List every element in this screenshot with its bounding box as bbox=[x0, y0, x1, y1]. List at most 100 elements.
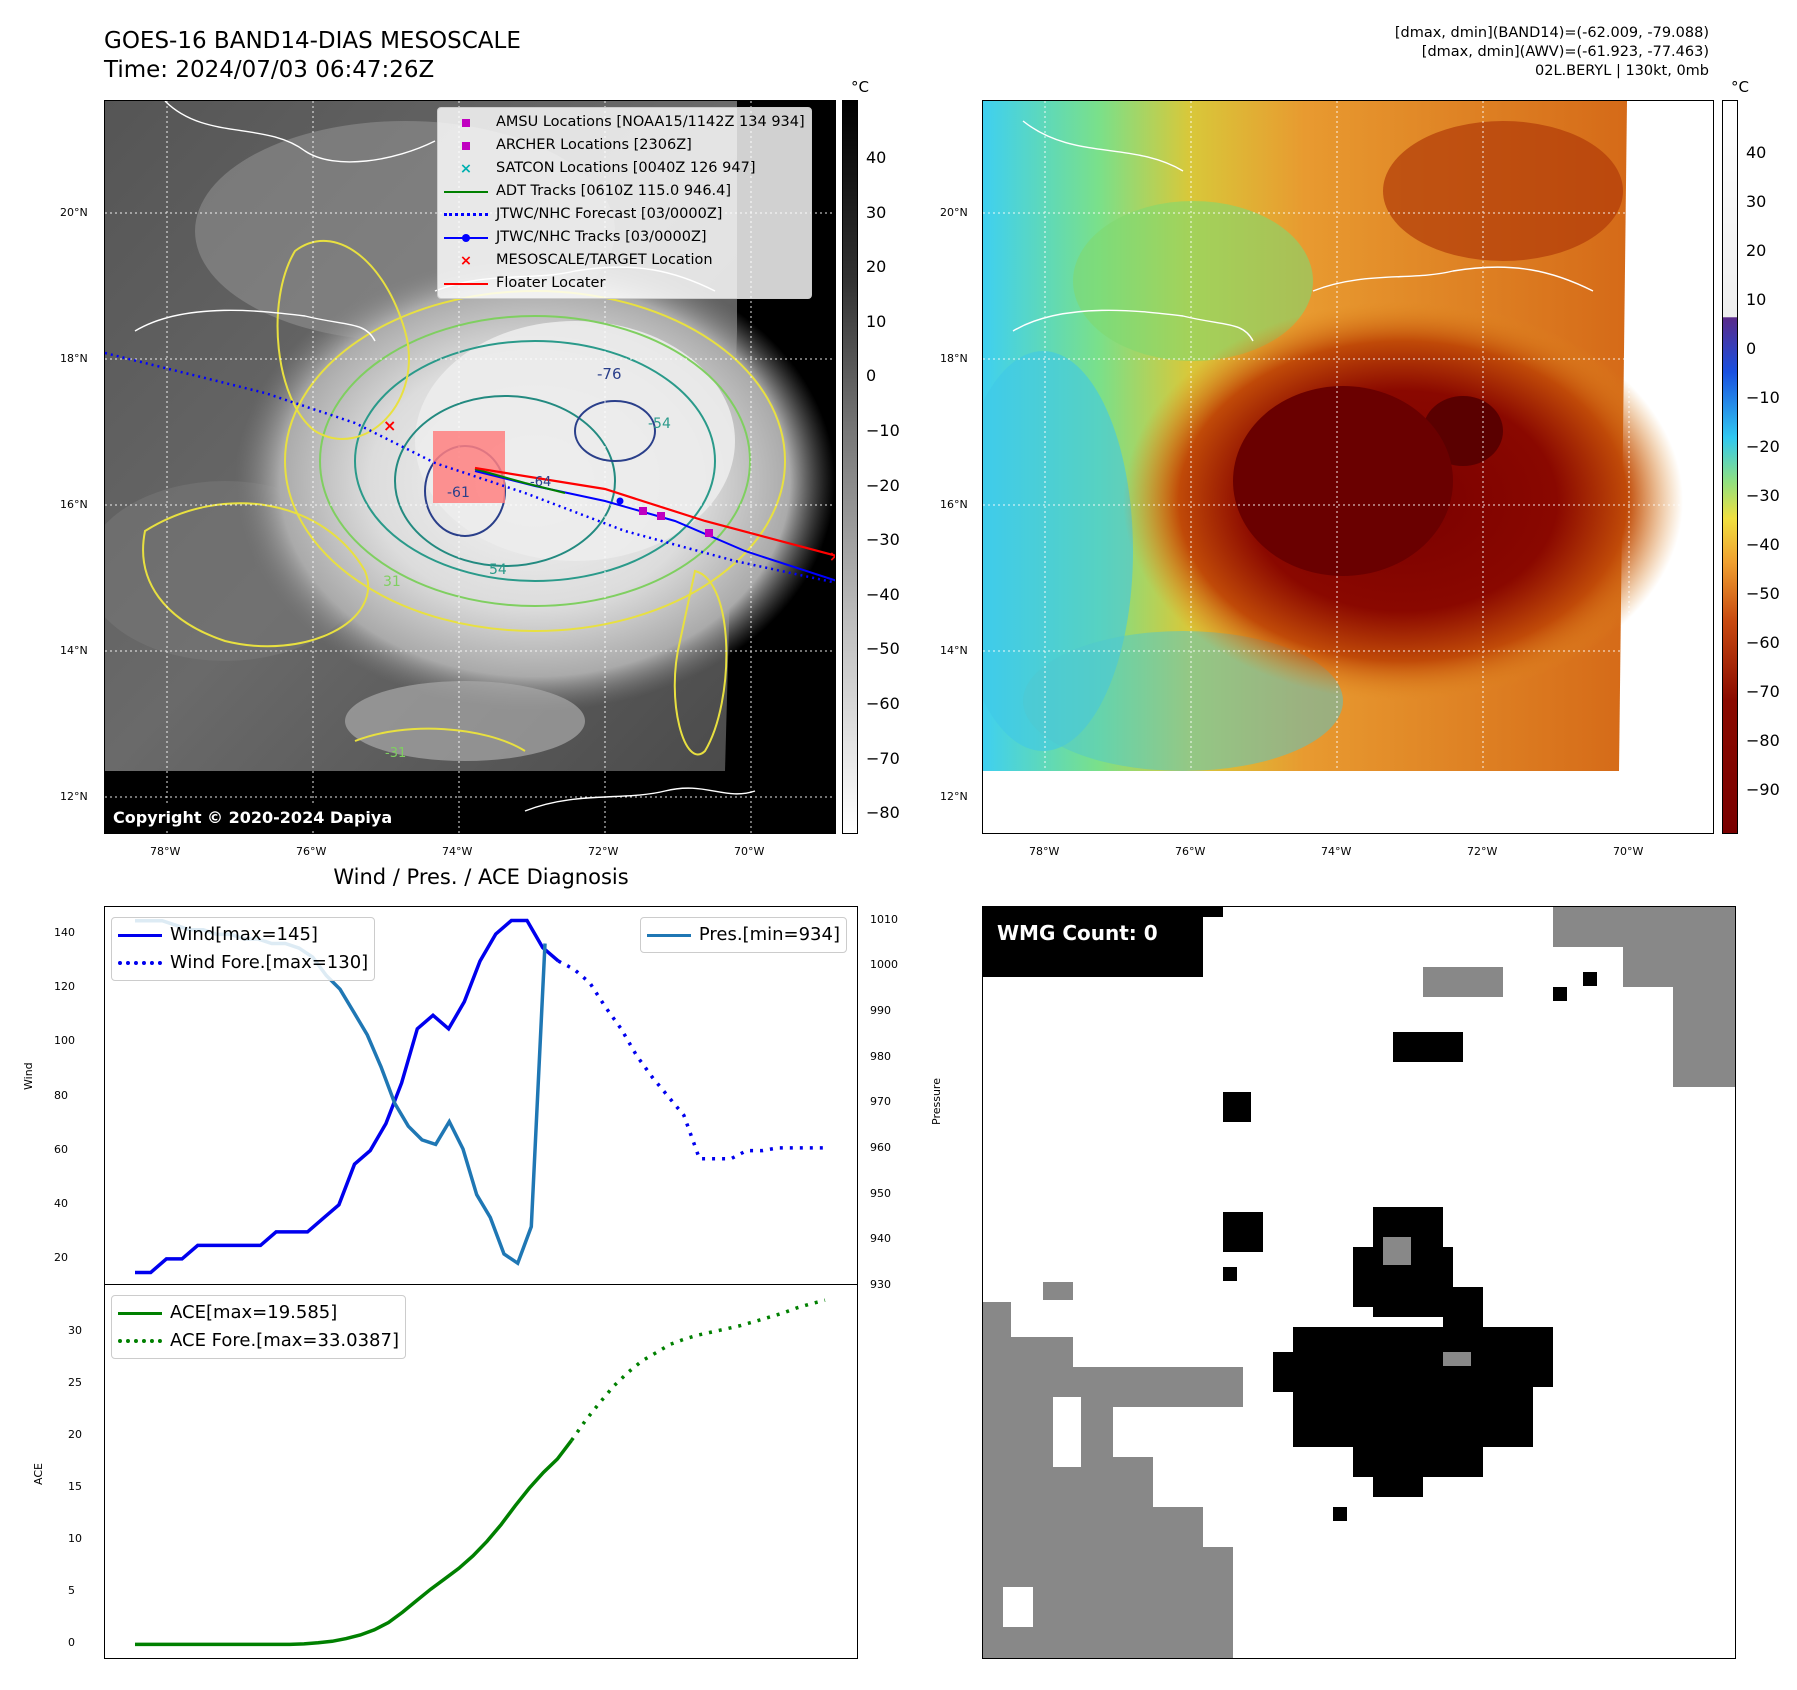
tick-label: 140 bbox=[54, 926, 75, 939]
contour-label: -61 bbox=[447, 485, 470, 501]
tick-label: 20 bbox=[68, 1428, 82, 1441]
wmg-panel: WMG Count: 0 bbox=[982, 906, 1736, 1659]
lon-label: 72°W bbox=[1467, 845, 1498, 858]
tick-label: 20 bbox=[1746, 241, 1767, 260]
tick-label: 120 bbox=[54, 980, 75, 993]
legend-item-archer: ARCHER Locations [2306Z] bbox=[444, 134, 805, 157]
tick-label: 40 bbox=[866, 148, 887, 167]
line-dot-icon bbox=[444, 231, 488, 245]
lat-label: 20°N bbox=[60, 206, 88, 219]
tick-label: −70 bbox=[1746, 682, 1780, 701]
tick-label: 10 bbox=[866, 311, 887, 331]
dotted-line-icon bbox=[118, 956, 162, 970]
legend-item-wind: Wind[max=145] bbox=[118, 921, 368, 949]
tick-label: 40 bbox=[1746, 143, 1767, 162]
tick-label: −30 bbox=[866, 530, 900, 550]
ir-map-panel: × × -76 -54 -61 54 31 -31 -64 AMSU Locat… bbox=[104, 100, 836, 834]
lon-label: 76°W bbox=[1175, 845, 1206, 858]
tick-label: 0 bbox=[68, 1636, 75, 1649]
tick-label: 1000 bbox=[870, 958, 898, 971]
lat-label: 14°N bbox=[60, 644, 88, 657]
tick-label: 10 bbox=[68, 1532, 82, 1545]
tick-label: −20 bbox=[1746, 437, 1780, 456]
copyright-label: Copyright © 2020-2024 Dapiya bbox=[107, 806, 399, 829]
lat-label: 16°N bbox=[60, 498, 88, 511]
tick-label: −90 bbox=[1746, 780, 1780, 799]
lon-label: 78°W bbox=[1029, 845, 1060, 858]
wind-axis-label: Wind bbox=[22, 1062, 35, 1090]
tick-label: 100 bbox=[54, 1034, 75, 1047]
lon-label: 70°W bbox=[1613, 845, 1644, 858]
tick-label: −60 bbox=[1746, 633, 1780, 652]
wmg-mask bbox=[983, 907, 1735, 1658]
ace-forecast-series-line bbox=[570, 1298, 826, 1442]
tick-label: 30 bbox=[1746, 192, 1767, 211]
legend-item-ace-forecast: ACE Fore.[max=33.0387] bbox=[118, 1327, 399, 1355]
lon-label: 74°W bbox=[1321, 845, 1352, 858]
line-marker-icon bbox=[646, 928, 691, 942]
tick-label: 20 bbox=[866, 257, 887, 277]
line-marker-icon bbox=[444, 185, 488, 199]
square-marker-icon bbox=[444, 116, 488, 130]
chart-time: Time: 2024/07/03 06:47:26Z bbox=[104, 57, 435, 83]
wmg-count-label: WMG Count: 0 bbox=[987, 917, 1168, 949]
tick-label: 25 bbox=[68, 1376, 82, 1389]
contour-label: -76 bbox=[597, 365, 622, 383]
diagnosis-title: Wind / Pres. / ACE Diagnosis bbox=[333, 865, 629, 889]
tick-label: −20 bbox=[866, 475, 900, 495]
contour-label: 54 bbox=[489, 562, 507, 578]
line-marker-icon bbox=[444, 277, 488, 291]
x-marker-icon: × bbox=[459, 252, 473, 269]
contour-label: 31 bbox=[383, 574, 401, 590]
tick-label: −40 bbox=[1746, 535, 1780, 554]
legend-item-pressure: Pres.[min=934] bbox=[646, 921, 840, 949]
tick-label: −10 bbox=[866, 421, 900, 440]
wind-pressure-panel: Wind[max=145] Wind Fore.[max=130] Pres.[… bbox=[104, 906, 858, 1285]
left-colorbar-unit: °C bbox=[851, 78, 869, 96]
tick-label: 0 bbox=[1746, 339, 1757, 358]
lat-label: 14°N bbox=[940, 644, 968, 657]
tick-label: 5 bbox=[68, 1584, 75, 1597]
lon-label: 74°W bbox=[442, 845, 473, 858]
map-legend: AMSU Locations [NOAA15/1142Z 134 934] AR… bbox=[437, 107, 812, 299]
wind-forecast-series-line bbox=[557, 959, 825, 1161]
awv-map-panel bbox=[982, 100, 1714, 834]
dotted-line-icon bbox=[444, 208, 488, 222]
tick-label: −40 bbox=[866, 584, 900, 604]
awv-map-imagery bbox=[983, 101, 1713, 833]
contour-label: -64 bbox=[530, 475, 551, 490]
legend-item-ace: ACE[max=19.585] bbox=[118, 1299, 399, 1327]
line-marker-icon bbox=[118, 1306, 162, 1320]
tick-label: 40 bbox=[54, 1197, 68, 1210]
tick-label: 930 bbox=[870, 1278, 891, 1291]
tick-label: 1010 bbox=[870, 913, 898, 926]
ace-panel: ACE[max=19.585] ACE Fore.[max=33.0387] bbox=[104, 1284, 858, 1659]
legend-item-adt: ADT Tracks [0610Z 115.0 946.4] bbox=[444, 180, 805, 203]
mesoscale-box bbox=[433, 431, 505, 503]
pressure-axis-label: Pressure bbox=[930, 1078, 943, 1125]
lon-label: 72°W bbox=[588, 845, 619, 858]
square-marker-icon bbox=[444, 139, 488, 153]
tick-label: 990 bbox=[870, 1004, 891, 1017]
ace-legend: ACE[max=19.585] ACE Fore.[max=33.0387] bbox=[111, 1295, 406, 1359]
tick-label: 80 bbox=[54, 1089, 68, 1102]
tick-label: 980 bbox=[870, 1050, 891, 1063]
right-colorbar bbox=[1722, 100, 1738, 834]
wind-legend: Wind[max=145] Wind Fore.[max=130] bbox=[111, 917, 376, 981]
tick-label: 940 bbox=[870, 1232, 891, 1245]
svg-text:×: × bbox=[829, 549, 836, 565]
tick-label: −10 bbox=[1746, 388, 1780, 407]
dotted-line-icon bbox=[118, 1334, 162, 1348]
left-colorbar bbox=[842, 100, 858, 834]
tick-label: 30 bbox=[68, 1324, 82, 1337]
info-line-1: [dmax, dmin](BAND14)=(-62.009, -79.088) bbox=[1394, 25, 1709, 41]
lat-label: 16°N bbox=[940, 498, 968, 511]
info-line-3: 02L.BERYL | 130kt, 0mb bbox=[1535, 63, 1709, 79]
legend-item-wind-forecast: Wind Fore.[max=130] bbox=[118, 949, 368, 977]
contour-label: -54 bbox=[648, 416, 671, 432]
legend-item-satcon: × SATCON Locations [0040Z 126 947] bbox=[444, 157, 805, 180]
right-colorbar-unit: °C bbox=[1731, 78, 1749, 96]
pressure-legend: Pres.[min=934] bbox=[639, 917, 847, 953]
ace-series-line bbox=[135, 1439, 573, 1647]
lon-label: 70°W bbox=[734, 845, 765, 858]
